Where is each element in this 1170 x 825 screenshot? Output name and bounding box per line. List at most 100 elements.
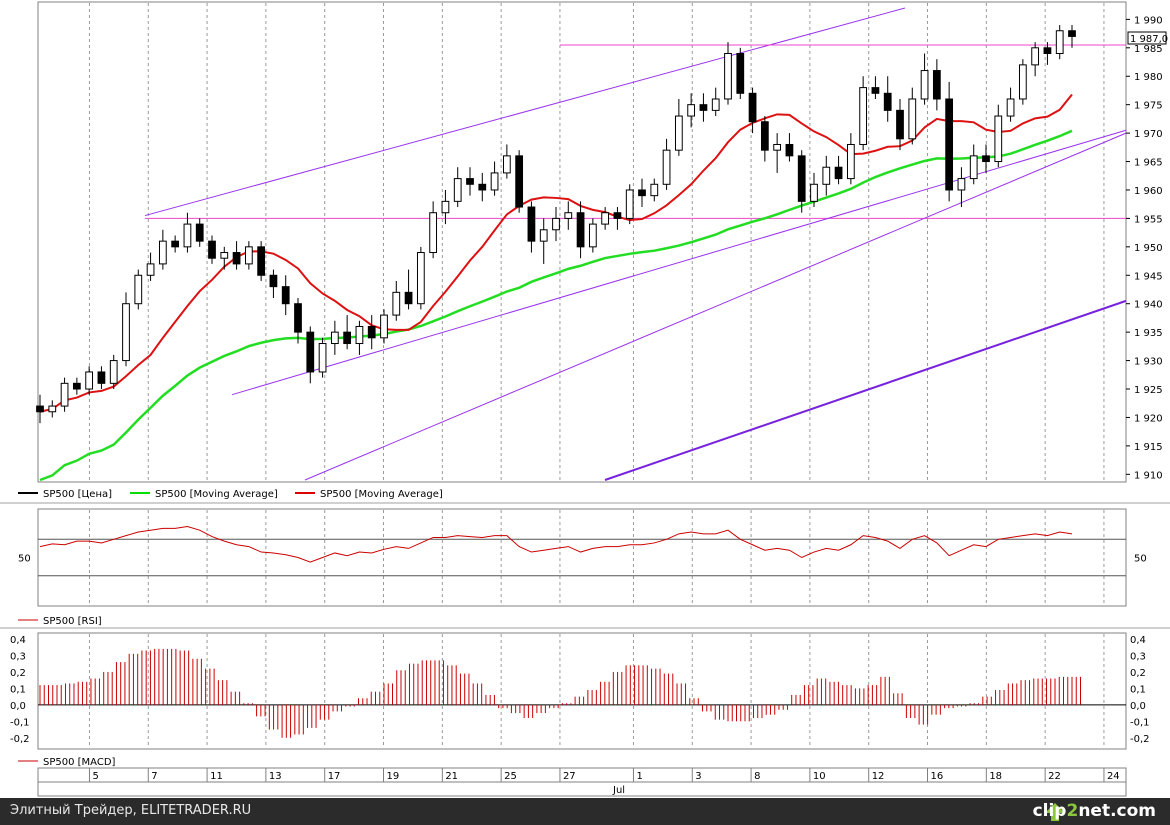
macd-bar (931, 704, 941, 715)
candle-body (1043, 47, 1052, 54)
date-label: 5 (92, 771, 98, 782)
macd-bar (1007, 683, 1018, 705)
candle (785, 133, 794, 162)
macd-bar (64, 683, 75, 705)
candle (318, 337, 327, 378)
macd-legend: SP500 [MACD] (18, 757, 116, 768)
candle-body (208, 240, 216, 259)
candle (625, 184, 634, 225)
price-y-axis: 1 910 1 915 1 920 1 925 1 930 1 935 1 940 1 945… (1126, 15, 1163, 481)
macd-bar (956, 704, 967, 707)
candle-body (318, 343, 327, 373)
brand-logo[interactable]: clip2net.com (1033, 801, 1156, 821)
candle (220, 246, 229, 270)
candle (1043, 42, 1052, 65)
rsi-legend: SP500 [RSI] (18, 616, 102, 627)
candle-body (48, 405, 57, 413)
macd-tick-left: 0,2 (10, 668, 26, 679)
candle (343, 315, 352, 350)
candle-body (380, 314, 388, 339)
macd-bar (1058, 676, 1069, 705)
candle-body (908, 98, 917, 140)
legend-label: SP500 [RSI] (43, 616, 102, 627)
macd-bar (154, 648, 164, 705)
candle-body (883, 92, 892, 111)
date-label: 8 (754, 771, 760, 782)
candle (306, 326, 315, 384)
candle (490, 161, 499, 196)
y-tick-label: 1 935 (1134, 328, 1163, 339)
macd-bar (1046, 678, 1056, 705)
macd-bar (523, 704, 534, 719)
macd-bar (612, 671, 623, 705)
macd-bar (39, 685, 49, 705)
macd-tick-right: 0,4 (1130, 635, 1146, 646)
date-label: 27 (563, 771, 576, 782)
date-label: 21 (445, 771, 458, 782)
candle (392, 280, 401, 321)
candle-body (564, 212, 573, 219)
candle-body (355, 325, 364, 345)
candle-body (404, 291, 413, 305)
date-label: 24 (1107, 771, 1120, 782)
macd-bar (243, 703, 253, 705)
macd-bar (714, 704, 725, 720)
candle (711, 87, 720, 117)
candle (1031, 42, 1040, 77)
candle-body (674, 115, 683, 151)
last-price-label: 1 987,0 (1130, 34, 1168, 45)
date-label: 7 (151, 771, 157, 782)
candle-body (453, 178, 462, 202)
macd-bar (676, 683, 687, 705)
macd-bar (256, 704, 266, 717)
candle-body (797, 155, 806, 202)
macd-bar (982, 696, 992, 705)
macd-bar (625, 665, 636, 705)
candle-body (244, 246, 253, 265)
macd-tick-right: 0,2 (1130, 668, 1146, 679)
macd-tick-right: -0,2 (1130, 734, 1150, 745)
candle-body (429, 212, 438, 254)
macd-bar (192, 658, 202, 705)
candle-body (515, 155, 524, 208)
macd-tick-right: -0,1 (1130, 717, 1150, 728)
candle-body (785, 143, 794, 157)
candle (441, 189, 450, 225)
candle (773, 133, 782, 173)
candle (552, 207, 560, 242)
date-label: 12 (872, 771, 885, 782)
candle (257, 241, 266, 281)
candle-body (748, 92, 757, 123)
candle (588, 218, 597, 253)
price-legend: SP500 [Цена] SP500 [Moving Average] SP500 … (18, 489, 443, 500)
y-tick-label: 1 925 (1134, 385, 1163, 396)
candle (36, 394, 44, 424)
legend-label: SP500 [Цена] (43, 489, 112, 500)
candle-body (945, 98, 954, 191)
macd-bar (230, 691, 241, 705)
y-tick-label: 1 955 (1134, 214, 1163, 225)
candle (674, 98, 683, 156)
candle-body (232, 252, 241, 265)
candle (478, 172, 487, 202)
rsi-line (39, 526, 1073, 563)
candle (810, 172, 818, 208)
macd-bar (141, 650, 151, 705)
macd-bar (472, 683, 483, 705)
candle-body (576, 212, 585, 248)
date-label: 10 (813, 771, 826, 782)
macd-bar (995, 690, 1005, 705)
y-tick-label: 1 985 (1134, 44, 1163, 55)
candle (982, 144, 990, 173)
price-candles (36, 25, 1076, 424)
date-label: 22 (1048, 771, 1061, 782)
candle (72, 377, 81, 395)
y-tick-label: 1 965 (1134, 158, 1163, 169)
candle (1006, 87, 1015, 122)
macd-tick-left: 0,4 (10, 635, 26, 646)
macd-bar (498, 704, 508, 709)
candle (883, 76, 892, 122)
candle-body (932, 70, 941, 100)
macd-bar (854, 688, 865, 705)
